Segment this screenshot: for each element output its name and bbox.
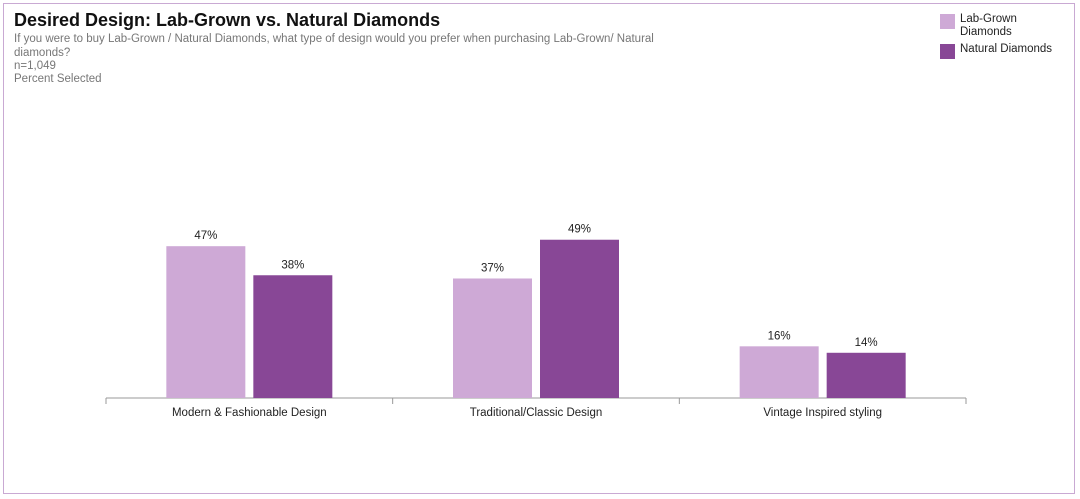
x-tick-label-modern-fashionable-design: Modern & Fashionable Design <box>172 407 327 419</box>
data-label-natural-diamonds-vintage-inspired-styling: 14% <box>855 337 878 349</box>
legend-label-lab-grown: Lab-Grown Diamonds <box>960 13 1017 38</box>
chart-title: Desired Design: Lab-Grown vs. Natural Di… <box>14 10 441 30</box>
legend-item-lab-grown: Lab-Grown Diamonds <box>940 13 1070 39</box>
sample-size: n=1,049 <box>14 60 56 72</box>
bar-natural-diamonds-traditional-classic-design <box>540 239 619 398</box>
measure-label: Percent Selected <box>14 73 102 85</box>
chart-subtitle: If you were to buy Lab-Grown / Natural D… <box>14 33 654 59</box>
data-label-lab-grown-diamonds-traditional-classic-design: 37% <box>481 262 504 274</box>
data-label-natural-diamonds-traditional-classic-design: 49% <box>568 224 591 236</box>
data-label-lab-grown-diamonds-modern-fashionable-design: 47% <box>194 230 217 242</box>
bar-lab-grown-diamonds-traditional-classic-design <box>453 278 532 398</box>
legend-item-natural: Natural Diamonds <box>940 43 1070 59</box>
bar-lab-grown-diamonds-modern-fashionable-design <box>166 246 246 398</box>
bar-natural-diamonds-vintage-inspired-styling <box>826 352 906 398</box>
legend-swatch-natural <box>940 44 955 59</box>
bar-natural-diamonds-modern-fashionable-design <box>253 275 333 398</box>
data-label-natural-diamonds-modern-fashionable-design: 38% <box>281 259 304 271</box>
legend-swatch-lab-grown <box>940 14 955 29</box>
bar-lab-grown-diamonds-vintage-inspired-styling <box>739 346 819 398</box>
legend-label-natural: Natural Diamonds <box>960 43 1053 55</box>
x-tick-label-traditional-classic-design: Traditional/Classic Design <box>470 407 603 419</box>
data-label-lab-grown-diamonds-vintage-inspired-styling: 16% <box>768 330 791 342</box>
x-tick-label-vintage-inspired-styling: Vintage Inspired styling <box>763 407 882 419</box>
legend: Lab-Grown Diamonds Natural Diamonds <box>940 13 1070 63</box>
